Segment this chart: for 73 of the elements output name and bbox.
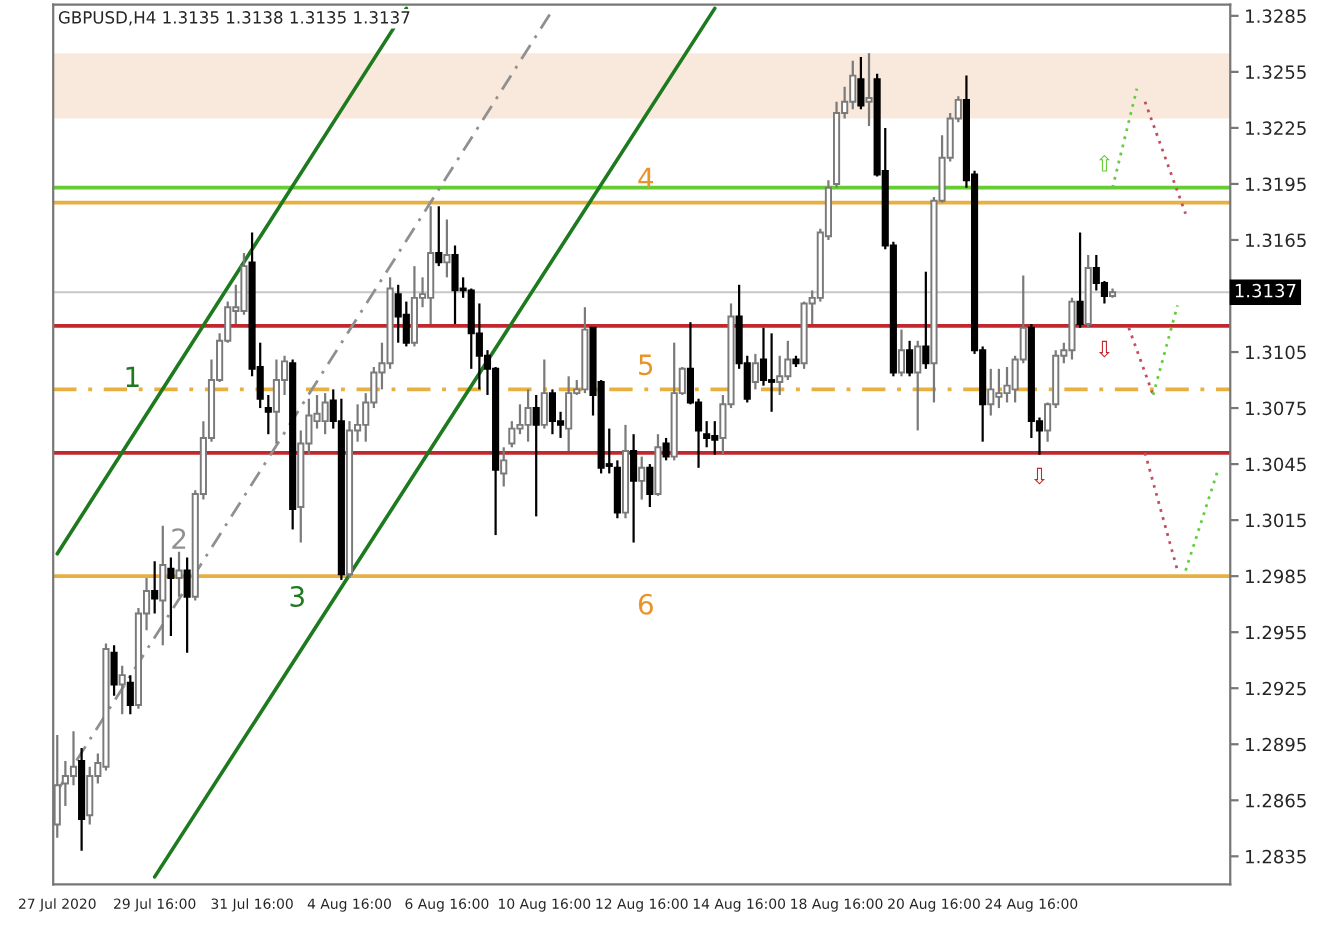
series-label: 1 bbox=[126, 366, 139, 387]
candlestick bbox=[646, 462, 654, 509]
candlestick bbox=[410, 265, 418, 348]
y-tick-label: 1.3195 bbox=[1246, 177, 1306, 192]
candlestick bbox=[508, 420, 516, 449]
candlestick bbox=[906, 339, 914, 378]
candlestick bbox=[768, 332, 776, 413]
y-tick-label: 1.3015 bbox=[1246, 513, 1306, 528]
candlestick bbox=[394, 283, 402, 344]
candlestick bbox=[524, 388, 532, 443]
y-tick-label: 1.2895 bbox=[1246, 737, 1306, 752]
candlestick bbox=[865, 52, 873, 128]
series-label: 3 bbox=[290, 585, 304, 607]
candlestick bbox=[654, 433, 662, 497]
annotation: ⇩ bbox=[1033, 467, 1045, 485]
annotation: ⇩ bbox=[1098, 340, 1110, 358]
candlestick bbox=[849, 59, 857, 111]
y-tick-label: 1.2985 bbox=[1246, 569, 1306, 584]
candlestick bbox=[540, 358, 548, 430]
y-tick-label: 1.2955 bbox=[1246, 625, 1306, 640]
y-tick-label: 1.3285 bbox=[1246, 9, 1306, 23]
candlestick bbox=[532, 393, 540, 518]
annotation: 5 bbox=[639, 354, 653, 376]
y-tick-label: 1.3075 bbox=[1246, 401, 1306, 416]
chart-title: GBPUSD,H4 1.3135 1.3138 1.3135 1.3137 bbox=[58, 11, 410, 26]
y-tick-label: 1.3225 bbox=[1246, 121, 1306, 136]
y-tick-label: 1.3165 bbox=[1246, 233, 1306, 248]
annotation: ⇧ bbox=[1098, 154, 1110, 172]
candlestick bbox=[159, 524, 167, 647]
y-tick-label: 1.2925 bbox=[1246, 681, 1306, 696]
annotation: 4 bbox=[638, 167, 654, 189]
candlestick bbox=[751, 352, 759, 391]
candlestick bbox=[272, 358, 280, 445]
y-tick-label: 1.3255 bbox=[1246, 65, 1306, 79]
y-tick-label: 1.3045 bbox=[1246, 457, 1306, 472]
candlestick bbox=[69, 730, 78, 787]
candlestick bbox=[776, 354, 784, 397]
candlestick bbox=[548, 388, 556, 436]
candlestick bbox=[638, 455, 646, 501]
ref-line-label: 1.3137 bbox=[1235, 283, 1296, 298]
candlestick bbox=[987, 367, 995, 417]
candlestick bbox=[427, 205, 435, 326]
candlestick bbox=[565, 375, 573, 453]
annotation: 6 bbox=[638, 593, 653, 615]
candlestick bbox=[118, 664, 126, 716]
candlestick bbox=[995, 367, 1003, 410]
candlestick bbox=[662, 436, 670, 462]
candlestick bbox=[151, 560, 159, 615]
y-tick-label: 1.2835 bbox=[1246, 849, 1306, 864]
y-tick-label: 1.2865 bbox=[1246, 793, 1306, 808]
candlestick bbox=[183, 556, 191, 654]
candlestick bbox=[1076, 231, 1084, 329]
candlestick bbox=[914, 339, 922, 432]
candlestick bbox=[175, 550, 183, 598]
candlestick bbox=[435, 205, 443, 268]
candlestick bbox=[167, 556, 175, 638]
candlestick bbox=[630, 433, 638, 544]
candlestick bbox=[126, 674, 134, 716]
candlestick bbox=[240, 251, 248, 316]
candlestick bbox=[613, 459, 621, 520]
candlestick bbox=[711, 420, 719, 456]
candlestick bbox=[110, 644, 118, 697]
candlestick bbox=[451, 244, 459, 326]
candlestick bbox=[500, 446, 508, 488]
candlestick bbox=[402, 300, 410, 348]
y-tick-label: 1.3105 bbox=[1246, 345, 1306, 360]
candlestick bbox=[443, 218, 451, 279]
candlestick bbox=[321, 392, 329, 436]
candlestick bbox=[897, 328, 906, 378]
series-label: 2 bbox=[172, 528, 186, 549]
candlestick bbox=[922, 270, 930, 370]
candlestick bbox=[86, 765, 94, 826]
candlestick bbox=[857, 55, 865, 111]
